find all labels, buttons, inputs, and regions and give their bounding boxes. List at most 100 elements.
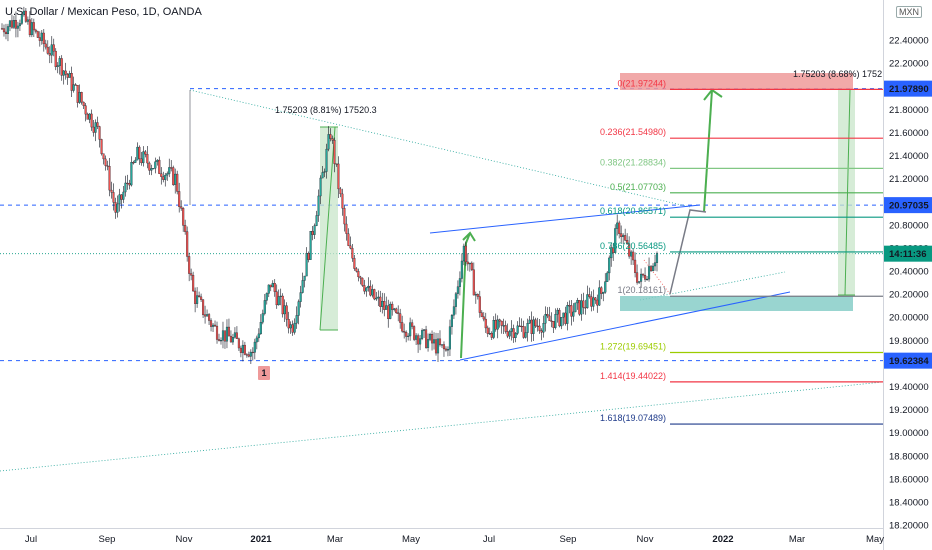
candle-body [86,113,89,120]
long-trendline [0,381,884,472]
candle-body [124,182,127,193]
candle-body [436,338,440,354]
candle-body [548,315,551,322]
candle-body [182,208,185,226]
candle-body [80,92,83,103]
candle-body [142,151,145,164]
candle-body [655,253,659,263]
candle-body [488,333,491,335]
price-labels: 21.97890 20.97035 14:11:36 19.62384 [884,80,932,369]
candle-body [217,339,221,341]
candle-body [630,251,633,257]
fib-level-label: 0.236(21.54980) [600,127,666,137]
price-label-text: 20.97035 [889,201,929,212]
candle-body [267,284,270,294]
candle-body [14,20,17,29]
up-arrow-head [462,231,476,242]
candle-body [357,271,360,278]
price-label-box [884,352,932,369]
candle-body [194,290,197,304]
candle-body [460,260,463,279]
candle-body [397,312,400,314]
candle-body [502,325,505,327]
marker-badge [258,366,270,380]
candle-body [532,319,535,334]
candle-body [474,294,477,296]
time-tick-label: 2021 [250,534,272,545]
candle-body [299,292,302,302]
candle-body [32,22,35,31]
candle-body [518,325,521,327]
candle-body [4,31,8,35]
candle-body [146,154,149,164]
candle-body [470,262,473,270]
candle-body [566,305,569,324]
candle-body [247,354,250,357]
candle-body [221,330,225,341]
candle-body [184,225,187,232]
candle-body [606,272,609,282]
candle-body [496,319,499,330]
candle-body [96,122,99,127]
candle-body [645,278,649,281]
candle-body [544,314,547,324]
candle-body [92,126,95,133]
candle-body [285,305,288,320]
candle-body [572,311,575,317]
candle-body [349,245,352,249]
candle-body [498,319,501,322]
annotations-layer: 1.75203 (8.81%) 17520.3 1.75203 (8.68%) 1… [258,69,882,380]
candle-body [359,276,362,279]
measure-annotation: 1.75203 (8.68%) 1752 [793,69,882,79]
candle-body [10,20,14,28]
candle-body [118,194,121,205]
candle-body [614,228,617,253]
candle-body [369,285,372,296]
candle-body [229,335,233,343]
price-tick-label: 19.40000 [889,382,929,393]
candle-body [560,317,563,327]
candle-body [78,92,81,103]
candle-body [12,20,15,28]
candle-body [253,341,256,353]
candle-body [626,240,629,244]
candle-body [291,324,294,333]
candle-body [592,297,595,307]
candle-body [2,28,6,33]
candle-body [6,26,10,35]
candle-body [58,58,61,66]
candle-body [602,292,605,294]
candle-body [74,84,77,86]
candle-body [620,233,623,237]
candle-body [170,167,173,169]
candle-body [428,334,432,340]
candle-body [534,319,537,327]
candle-body [367,285,370,289]
candle-body [642,273,645,276]
candle-body [237,338,240,349]
price-tick-label: 19.00000 [889,428,929,439]
time-tick-label: Sep [99,534,116,545]
candle-body [448,326,451,350]
candle-body [478,296,481,313]
candle-body [271,283,274,288]
candle-body [373,289,376,300]
candle-body [371,289,374,296]
candle-body [206,314,209,317]
candle-body [82,101,85,106]
currency-badge[interactable]: MXN [896,6,922,18]
candle-body [249,351,252,357]
candle-body [54,50,57,68]
candle-body [245,354,248,356]
path-projection [669,209,707,295]
candle-body [329,134,332,139]
candle-body [649,266,653,271]
candle-body [48,53,51,56]
candle-body [634,259,637,273]
candle-body [168,167,171,174]
time-tick-label: Nov [176,534,193,545]
candle-body [20,14,23,24]
candle-body [644,275,647,280]
candle-body [425,329,428,348]
